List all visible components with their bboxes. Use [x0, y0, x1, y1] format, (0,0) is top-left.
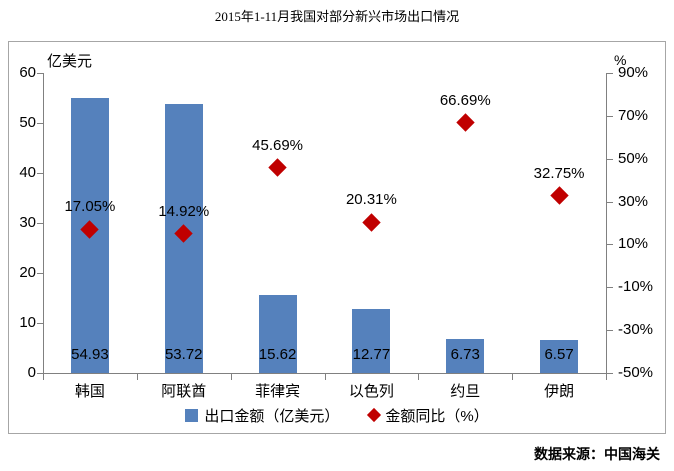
bar-以色列 [352, 309, 391, 373]
bar-value-label: 15.62 [258, 346, 297, 363]
bar-约旦 [446, 339, 485, 373]
diamond-value-label: 45.69% [252, 136, 304, 154]
right-axis-title: % [614, 52, 627, 68]
left-axis-tick [37, 173, 43, 174]
right-axis-tick [607, 158, 613, 160]
right-axis-tick [607, 287, 613, 289]
right-axis-line [606, 73, 607, 373]
x-axis-tick [43, 374, 44, 380]
category-label-韩国: 韩国 [74, 383, 105, 400]
bar-value-label: 12.77 [352, 346, 391, 363]
legend: 出口金额（亿美元） 金额同比（%） [9, 403, 665, 427]
diamond-value-label: 17.05% [64, 198, 116, 216]
right-axis-tick-label: -50% [618, 364, 654, 381]
right-axis-tick [607, 373, 613, 374]
chart-title: 2015年1-11月我国对部分新兴市场出口情况 [214, 9, 460, 24]
left-axis-tick [37, 223, 43, 224]
diamond-marker-约旦 [456, 113, 475, 133]
diamond-value-label: 20.31% [345, 191, 397, 209]
category-label-伊朗: 伊朗 [544, 383, 575, 400]
left-axis-line [43, 73, 44, 373]
diamond-marker-以色列 [362, 213, 381, 232]
bar-series-swatch-icon [185, 408, 199, 422]
x-axis-tick [230, 374, 232, 380]
right-axis-tick [607, 115, 613, 117]
left-axis-tick [37, 73, 43, 74]
left-axis-tick-label: 50 [19, 114, 36, 131]
right-axis-tick-label: 10% [618, 235, 649, 253]
left-axis-tick [37, 123, 43, 124]
right-axis-tick-label: 90% [618, 64, 649, 81]
chart-area: 亿美元 % 0 10 20 30 40 50 60 -50% -30% -10% 10% 30% 50%… [8, 41, 666, 434]
diamond-series-swatch-icon [367, 407, 382, 423]
right-axis-tick-label: -10% [618, 278, 654, 296]
legend-item-yoy-growth: 金额同比（%） [367, 405, 489, 426]
category-label-以色列: 以色列 [348, 383, 394, 400]
category-label-约旦: 约旦 [450, 383, 481, 400]
diamond-value-label: 32.75% [533, 164, 585, 182]
left-axis-tick [37, 273, 43, 274]
bar-value-label: 54.93 [71, 346, 109, 363]
x-axis-tick [136, 374, 138, 380]
bar-value-label: 6.57 [544, 346, 574, 363]
right-axis-tick [607, 330, 613, 332]
legend-label-yoy-growth: 金额同比（%） [385, 407, 489, 425]
legend-item-export-amount: 出口金额（亿美元） [185, 405, 339, 426]
diamond-value-label: 66.69% [439, 91, 491, 109]
left-axis-tick [37, 323, 43, 324]
left-axis-tick-label: 20 [19, 264, 36, 281]
bar-value-label: 6.73 [450, 346, 480, 363]
right-axis-tick-label: -30% [618, 321, 654, 339]
diamond-marker-伊朗 [549, 186, 569, 205]
x-axis-tick [512, 374, 514, 380]
bar-伊朗 [540, 340, 579, 373]
x-axis-tick [418, 374, 420, 380]
left-axis-tick [37, 373, 43, 374]
category-label-阿联酋: 阿联酋 [161, 383, 207, 400]
x-axis-tick [324, 374, 326, 380]
right-axis-tick [607, 244, 613, 246]
data-source: 数据来源：中国海关 [534, 446, 660, 462]
left-axis-tick-label: 60 [19, 64, 36, 81]
bar-value-label: 53.72 [164, 346, 203, 363]
left-axis-tick-label: 30 [19, 214, 36, 231]
x-axis-line [43, 373, 607, 374]
left-axis-title: 亿美元 [47, 53, 93, 70]
bar-菲律宾 [258, 294, 297, 373]
left-axis-tick-label: 0 [27, 364, 36, 381]
diamond-marker-菲律宾 [268, 158, 287, 178]
right-axis-tick [607, 201, 613, 203]
legend-label-export-amount: 出口金额（亿美元） [204, 407, 340, 425]
right-axis-tick-label: 50% [618, 149, 649, 167]
diamond-value-label: 14.92% [158, 202, 210, 220]
category-label-菲律宾: 菲律宾 [255, 383, 301, 400]
left-axis-tick-label: 10 [19, 314, 36, 331]
right-axis-tick [607, 73, 613, 74]
left-axis-tick-label: 40 [19, 164, 36, 181]
right-axis-tick-label: 30% [618, 192, 649, 210]
x-axis-tick [606, 374, 607, 380]
right-axis-tick-label: 70% [618, 106, 649, 124]
